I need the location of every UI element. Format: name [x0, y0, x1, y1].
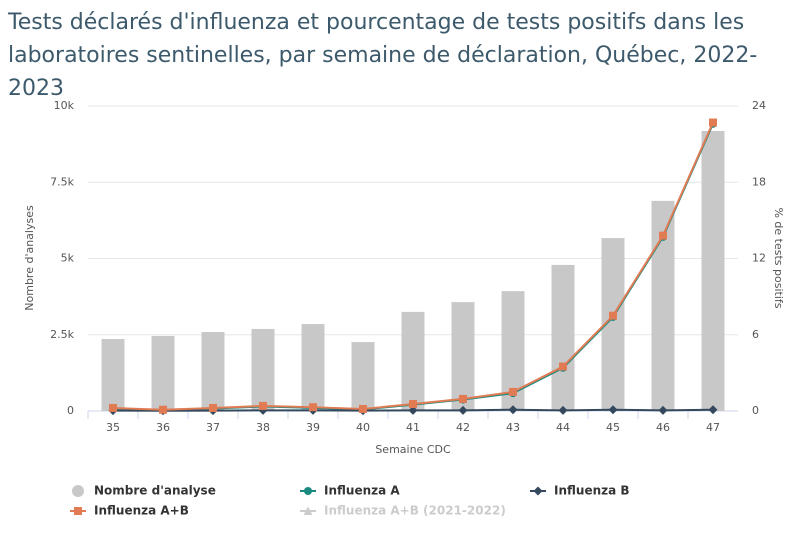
bar: [451, 302, 475, 411]
x-tick-label: 40: [356, 421, 370, 434]
y2-tick-label: 6: [752, 328, 759, 341]
y2-tick-label: 18: [752, 175, 766, 188]
marker: [533, 486, 543, 496]
bar: [651, 200, 675, 411]
bar: [101, 339, 125, 411]
x-tick-label: 45: [606, 421, 620, 434]
x-tick-label: 46: [656, 421, 670, 434]
y-tick-label: 0: [67, 404, 74, 417]
marker: [459, 394, 467, 403]
legend-item[interactable]: Influenza A+B (2021-2022): [300, 504, 506, 518]
bar: [301, 324, 325, 411]
bar: [701, 131, 725, 411]
marker: [409, 400, 417, 409]
x-tick-label: 38: [256, 421, 270, 434]
bar: [201, 332, 225, 411]
marker: [608, 405, 618, 415]
x-tick-label: 37: [206, 421, 220, 434]
marker: [359, 404, 367, 413]
legend-item[interactable]: Influenza B: [530, 484, 630, 498]
marker: [509, 387, 517, 396]
legend-label: Influenza A+B (2021-2022): [324, 504, 506, 518]
x-tick-label: 41: [406, 421, 420, 434]
y-tick-label: 10k: [54, 99, 75, 112]
legend-label: Influenza A: [324, 484, 400, 498]
x-tick-label: 36: [156, 421, 170, 434]
y-tick-label: 7.5k: [50, 175, 74, 188]
x-tick-label: 43: [506, 421, 520, 434]
bar: [601, 238, 625, 411]
marker: [159, 405, 167, 414]
marker: [558, 405, 568, 415]
marker: [408, 405, 418, 415]
legend-item[interactable]: Nombre d'analyse: [72, 484, 216, 498]
bar: [551, 264, 575, 411]
marker: [559, 362, 567, 371]
marker: [259, 401, 267, 410]
y2-tick-label: 0: [752, 404, 759, 417]
marker: [508, 405, 518, 415]
y2-tick-label: 12: [752, 252, 766, 265]
legend-label: Influenza B: [554, 484, 630, 498]
bar: [401, 311, 425, 411]
marker: [74, 507, 82, 515]
legend-label: Influenza A+B: [94, 504, 189, 518]
marker: [659, 231, 667, 240]
marker: [309, 403, 317, 412]
x-tick-label: 44: [556, 421, 570, 434]
x-tick-label: 39: [306, 421, 320, 434]
bar: [251, 328, 275, 411]
y-tick-label: 5k: [61, 252, 75, 265]
marker: [304, 487, 312, 495]
marker: [209, 403, 217, 412]
bar: [501, 291, 525, 411]
marker: [609, 311, 617, 320]
legend-item[interactable]: Influenza A: [300, 484, 400, 498]
marker: [109, 403, 117, 412]
legend-label: Nombre d'analyse: [94, 484, 216, 498]
y-tick-label: 2.5k: [50, 328, 74, 341]
y2-tick-label: 24: [752, 99, 766, 112]
chart-title: Tests déclarés d'influenza et pourcentag…: [8, 10, 758, 101]
marker: [458, 405, 468, 415]
marker: [708, 405, 718, 415]
x-tick-label: 42: [456, 421, 470, 434]
legend-item[interactable]: Influenza A+B: [70, 504, 189, 518]
legend-symbol: [72, 485, 84, 497]
y-axis-title: Nombre d'analyses: [23, 205, 36, 311]
marker: [303, 506, 313, 515]
marker: [709, 118, 717, 127]
x-axis-title: Semaine CDC: [375, 443, 451, 456]
marker: [658, 405, 668, 415]
bar: [351, 342, 375, 411]
x-tick-label: 35: [106, 421, 120, 434]
x-tick-label: 47: [706, 421, 720, 434]
bar: [151, 335, 175, 411]
y2-axis-title: % de tests positifs: [772, 207, 785, 308]
